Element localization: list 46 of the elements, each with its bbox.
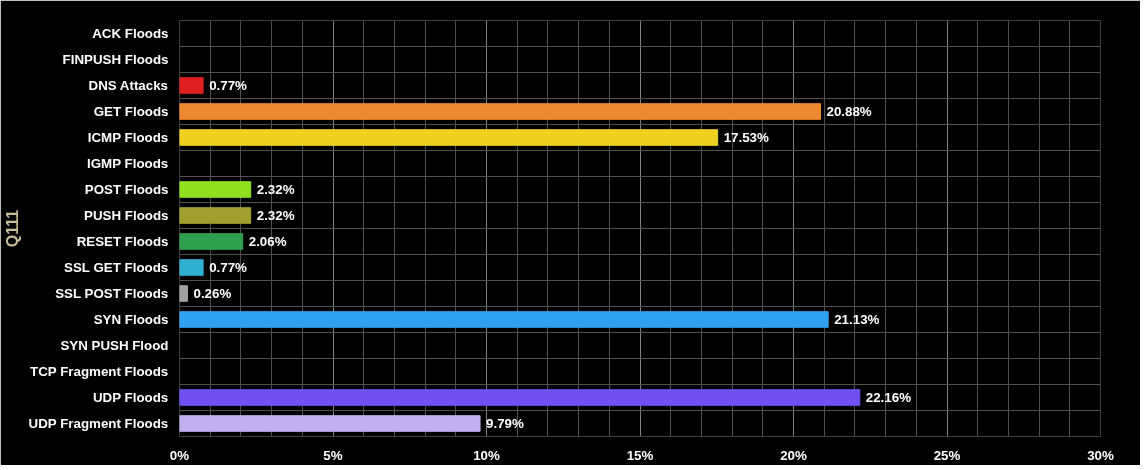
data-label: 17.53% bbox=[723, 129, 770, 145]
y-tick-label: UDP Floods bbox=[92, 390, 169, 405]
bar bbox=[179, 77, 204, 94]
bar bbox=[179, 207, 252, 224]
y-tick-label: SYN PUSH Flood bbox=[60, 338, 169, 353]
x-tick-label: 20% bbox=[780, 447, 807, 463]
y-tick-label: UDP Fragment Floods bbox=[28, 416, 169, 431]
y-axis-title: Q111 bbox=[3, 209, 21, 248]
bar bbox=[179, 389, 861, 406]
x-tick-label: 15% bbox=[626, 447, 654, 463]
x-tick-label: 5% bbox=[323, 447, 343, 463]
y-tick-label: TCP Fragment Floods bbox=[30, 364, 169, 379]
data-label: 2.06% bbox=[248, 233, 287, 249]
bar bbox=[179, 311, 829, 328]
x-tick-label: 25% bbox=[933, 447, 961, 463]
bar bbox=[179, 103, 822, 120]
x-tick-label: 30% bbox=[1087, 447, 1114, 463]
data-label: 2.32% bbox=[256, 181, 295, 197]
y-tick-label: ACK Floods bbox=[92, 26, 169, 41]
bar bbox=[179, 181, 252, 198]
y-tick-label: GET Floods bbox=[93, 104, 169, 119]
data-label: 22.16% bbox=[865, 389, 912, 405]
data-label: 21.13% bbox=[834, 311, 880, 327]
y-tick-label: FINPUSH Floods bbox=[62, 52, 169, 67]
y-tick-label: ICMP Floods bbox=[87, 130, 169, 145]
y-tick-label: SSL GET Floods bbox=[64, 260, 169, 275]
bar bbox=[179, 259, 204, 276]
y-tick-label: PUSH Floods bbox=[84, 208, 169, 223]
y-tick-label: POST Floods bbox=[84, 182, 169, 197]
x-tick-label: 10% bbox=[473, 447, 500, 463]
data-label: 9.79% bbox=[486, 415, 524, 431]
data-label: 20.88% bbox=[826, 103, 872, 119]
x-tick-label: 0% bbox=[169, 447, 190, 463]
bar bbox=[179, 285, 188, 302]
bar bbox=[179, 129, 719, 146]
data-label: 0.77% bbox=[209, 259, 248, 275]
y-tick-label: IGMP Floods bbox=[87, 156, 169, 171]
data-label: 2.32% bbox=[256, 207, 295, 223]
y-tick-label: DNS Attacks bbox=[88, 78, 169, 93]
data-label: 0.26% bbox=[193, 285, 232, 301]
bar bbox=[179, 415, 481, 432]
y-tick-label: RESET Floods bbox=[76, 234, 169, 249]
bar bbox=[179, 233, 244, 250]
y-tick-label: SSL POST Floods bbox=[55, 286, 169, 301]
data-label: 0.77% bbox=[209, 77, 248, 93]
y-tick-label: SYN Floods bbox=[93, 312, 169, 327]
